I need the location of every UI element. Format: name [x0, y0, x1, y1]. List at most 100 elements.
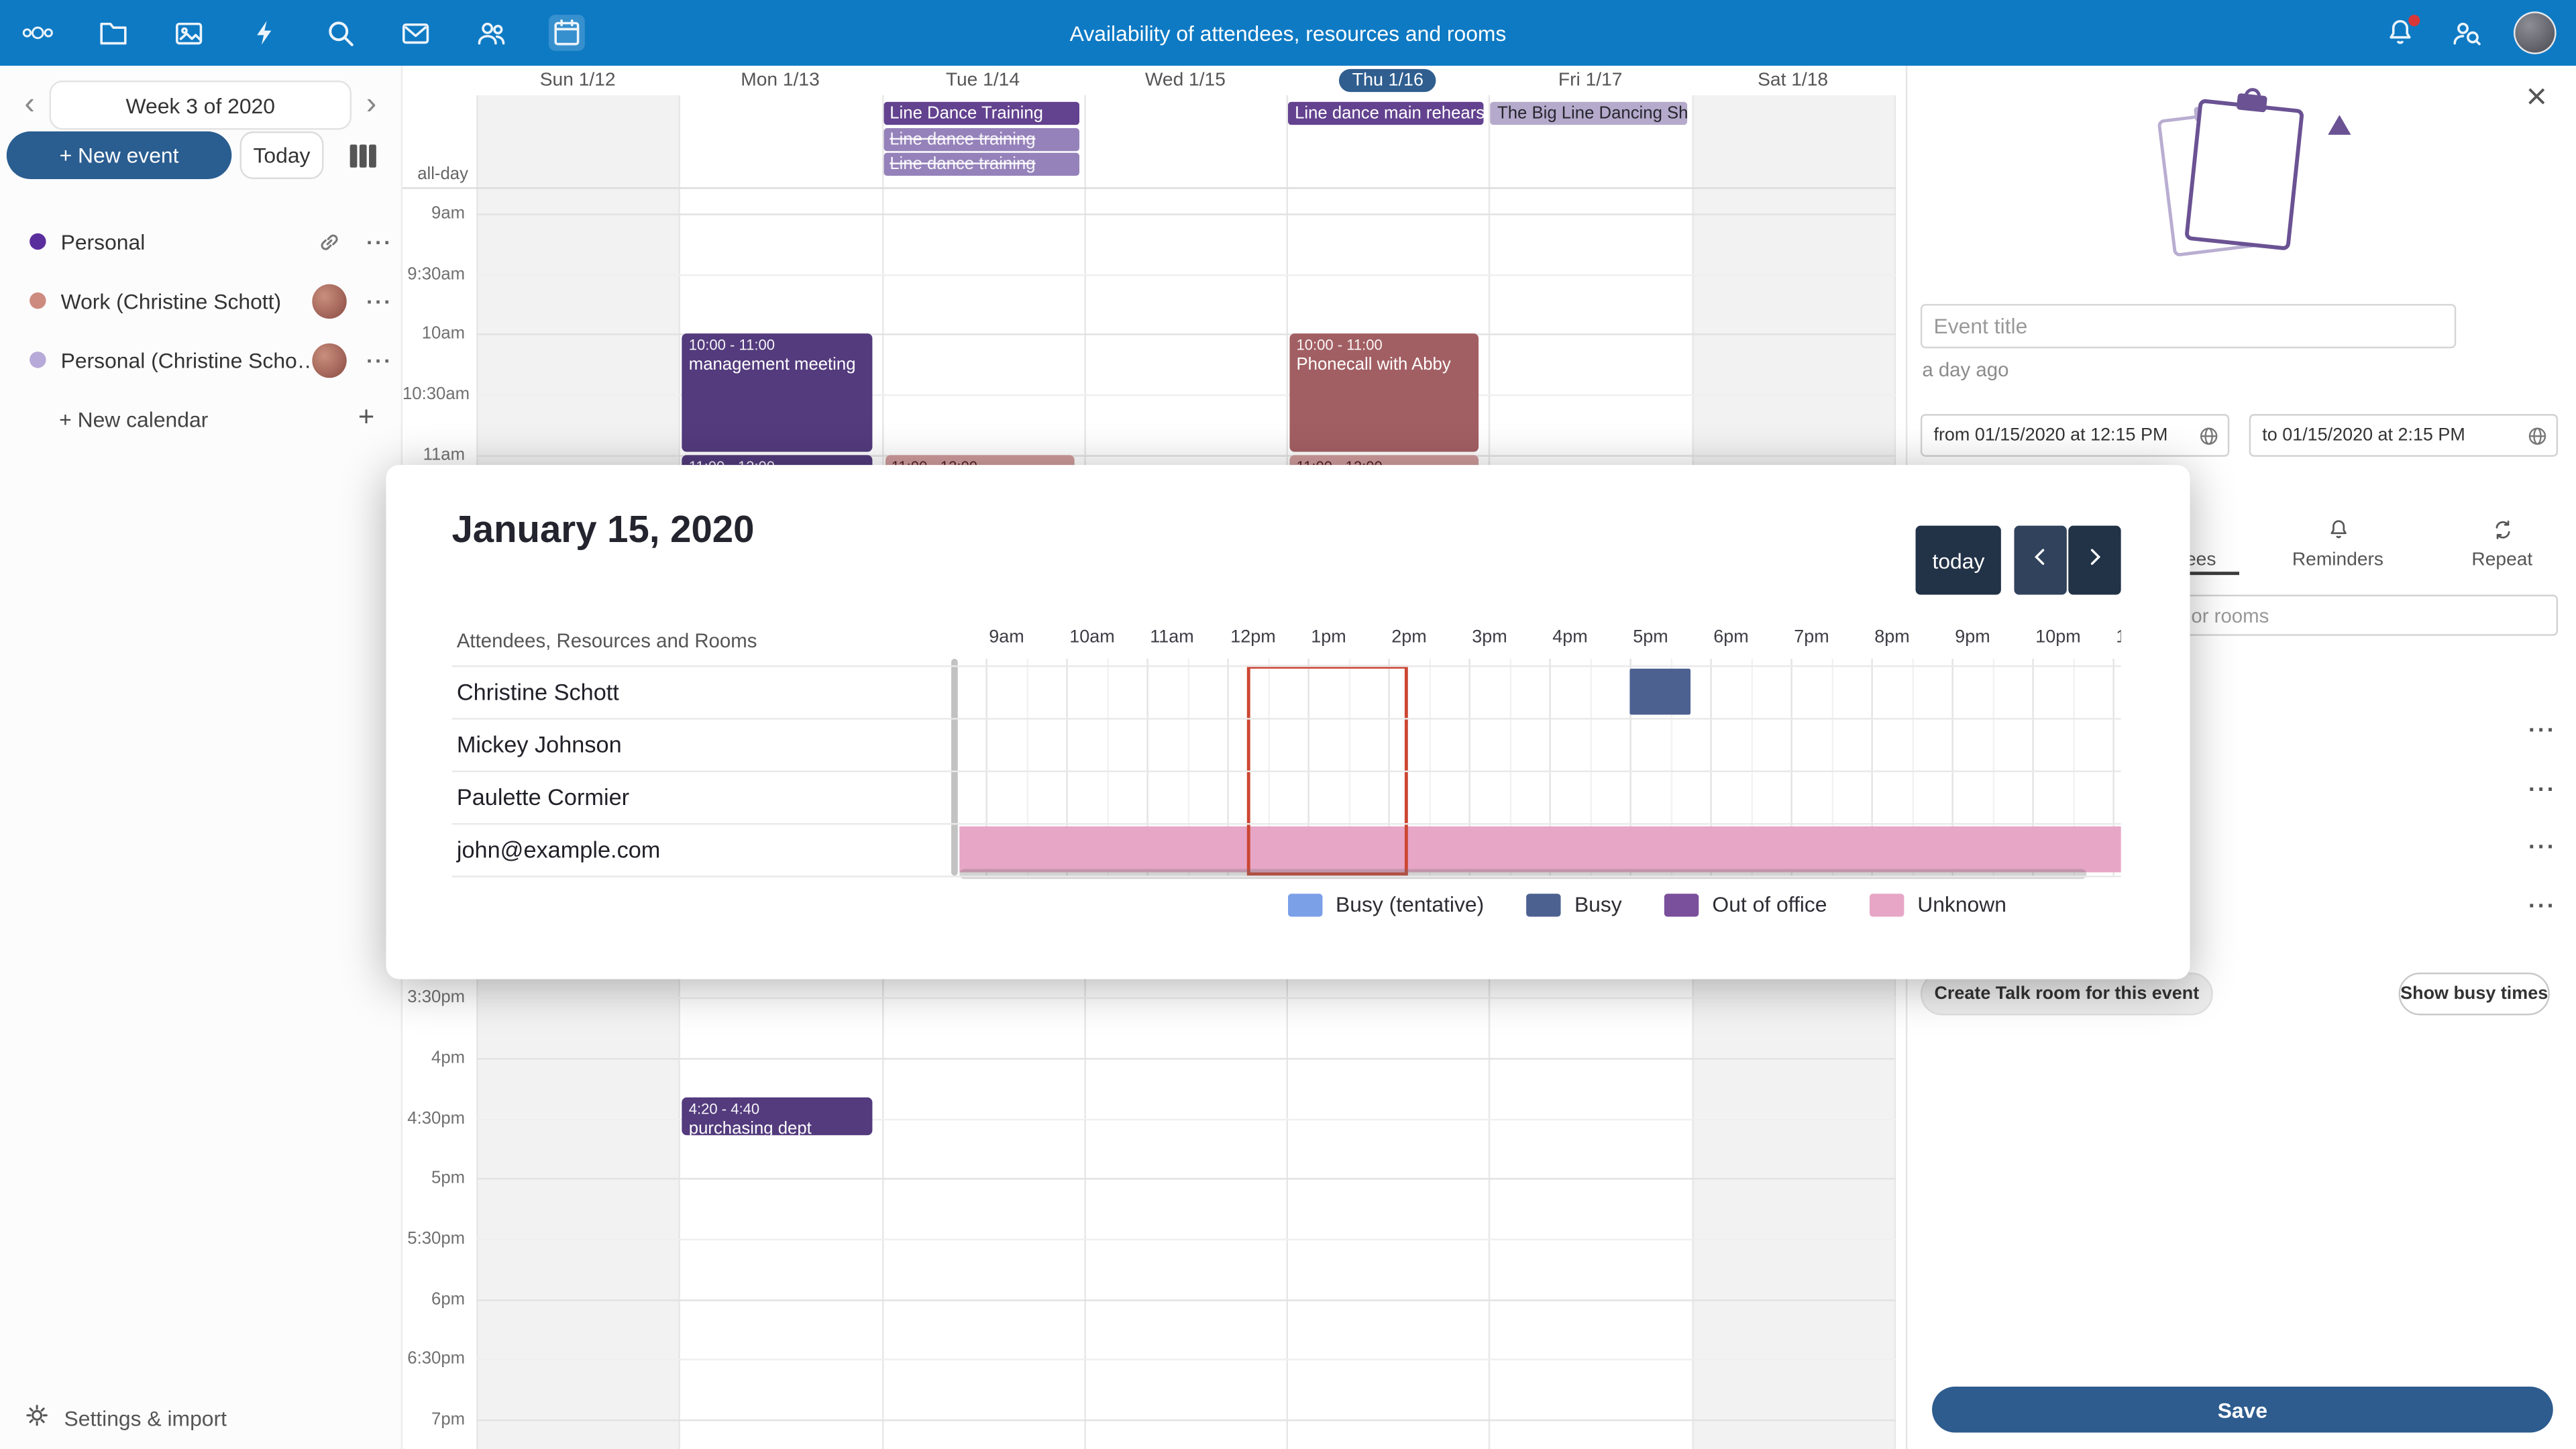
mail-icon[interactable]	[398, 15, 434, 51]
close-icon[interactable]: ×	[2526, 75, 2547, 117]
previous-week-button[interactable]: ‹	[24, 87, 35, 122]
photos-icon[interactable]	[171, 15, 207, 51]
event-time-label: 10:00 - 11:00	[1296, 337, 1383, 354]
calendar-owner-avatar	[312, 283, 347, 318]
attendee-menu-button[interactable]: ···	[2528, 775, 2557, 802]
new-calendar-button[interactable]: + New calendar	[59, 407, 209, 433]
availability-hour-label: 8pm	[1874, 627, 1910, 647]
availability-grid-line	[1348, 659, 1350, 876]
time-label: 4:30pm	[407, 1108, 466, 1128]
editor-tabs: AttendeesRemindersRepeat	[2092, 513, 2576, 576]
allday-event[interactable]: Line dance main rehearsal	[1288, 101, 1485, 125]
availability-grid-line	[1066, 659, 1068, 876]
availability-grid-line	[2032, 659, 2034, 876]
contacts-search-icon[interactable]	[2448, 15, 2484, 51]
calendar-item-menu[interactable]: ···	[366, 229, 393, 254]
search-icon[interactable]	[322, 15, 358, 51]
allday-event[interactable]: Line Dance Training	[883, 101, 1079, 125]
calendar-item-1[interactable]: Work (Christine Schott) ···	[0, 271, 401, 330]
activity-icon[interactable]	[246, 15, 282, 51]
event-title-input[interactable]	[1920, 304, 2457, 349]
allday-event[interactable]: The Big Line Dancing Show	[1491, 101, 1687, 125]
availability-grid[interactable]: 9am 10am 11am 12pm 1pm 2pm 3pm 4pm 5pm 6pm 7pm 8pm 9…	[959, 623, 2121, 882]
grid-row-line	[476, 454, 1896, 457]
settings-import-button[interactable]: Settings & import	[23, 1401, 227, 1434]
calendar-color-dot	[30, 352, 46, 368]
nextcloud-logo[interactable]	[19, 15, 56, 51]
availability-grid-line	[1267, 659, 1269, 876]
allday-event[interactable]: Line dance training	[883, 127, 1079, 151]
attendee-menu-button[interactable]: ···	[2528, 716, 2557, 743]
week-label[interactable]: Week 3 of 2020	[49, 80, 352, 130]
plus-icon[interactable]: +	[358, 400, 375, 433]
next-week-button[interactable]: ›	[366, 87, 377, 122]
new-event-button[interactable]: + New event	[6, 131, 232, 179]
timezone-globe-icon[interactable]	[2527, 425, 2548, 447]
today-button[interactable]: Today	[239, 131, 324, 179]
avatar[interactable]	[2513, 11, 2557, 54]
create-talk-room-button[interactable]: Create Talk room for this event	[1920, 972, 2213, 1016]
grid-row-line	[476, 274, 1896, 276]
last-modified-label: a day ago	[1922, 358, 2009, 382]
next-day-button[interactable]	[2068, 525, 2121, 595]
tab-reminders[interactable]: Reminders	[2255, 513, 2420, 575]
previous-day-button[interactable]	[2014, 525, 2067, 595]
availability-table: Attendees, Resources and Rooms Christine…	[386, 623, 2121, 885]
calendar-event[interactable]: 10:00 - 11:00 Phonecall with Abby	[1289, 334, 1480, 451]
calendar-item-0[interactable]: Personal ···	[0, 212, 401, 271]
grid-row-line	[476, 1238, 1896, 1240]
legend-item: Unknown	[1870, 892, 2006, 917]
week-navigation: ‹ Week 3 of 2020 ›	[10, 79, 391, 131]
availability-grid-line	[1951, 659, 1953, 876]
attendee-menu-button[interactable]: ···	[2528, 892, 2557, 919]
share-link-icon[interactable]	[312, 224, 346, 258]
day-header-1[interactable]: Mon 1/13	[679, 66, 881, 95]
allday-event[interactable]: Line dance training	[883, 152, 1079, 176]
tab-repeat[interactable]: Repeat	[2420, 513, 2576, 575]
repeat-icon	[2489, 517, 2514, 547]
availability-hour-label: 6pm	[1713, 627, 1749, 647]
grid-row-line	[476, 213, 1896, 215]
show-busy-times-button[interactable]: Show busy times	[2398, 972, 2550, 1016]
availability-grid-line	[1831, 659, 1833, 876]
attendee-menu-button[interactable]: ···	[2528, 833, 2557, 860]
availability-grid-line	[1871, 659, 1873, 876]
event-end-input[interactable]: to 01/15/2020 at 2:15 PM	[2249, 414, 2559, 457]
day-header-3[interactable]: Wed 1/15	[1084, 66, 1287, 95]
calendar-item-2[interactable]: Personal (Christine Scho… ···	[0, 330, 401, 389]
availability-grid-line	[1146, 659, 1148, 876]
calendar-icon[interactable]	[548, 15, 585, 51]
day-header-label: Tue 1/14	[945, 70, 1020, 91]
files-icon[interactable]	[95, 15, 131, 51]
attendee-row: ···	[1921, 825, 2560, 874]
availability-grid-line	[1670, 659, 1672, 876]
notifications-icon[interactable]	[2382, 15, 2420, 51]
chevron-left-icon	[2029, 545, 2052, 576]
calendar-item-menu[interactable]: ···	[366, 288, 393, 313]
day-header-2[interactable]: Tue 1/14	[881, 66, 1084, 95]
availability-hour-label: 9pm	[1955, 627, 1990, 647]
calendar-item-menu[interactable]: ···	[366, 347, 393, 372]
table-row-separator	[451, 665, 2121, 667]
contacts-icon[interactable]	[473, 15, 509, 51]
availability-grid-line	[1992, 659, 1994, 876]
calendar-event[interactable]: 10:00 - 11:00 management meeting	[682, 334, 872, 451]
modal-today-button[interactable]: today	[1915, 525, 2001, 595]
availability-hour-label: 9am	[989, 627, 1024, 647]
availability-hour-label: 1pm	[1311, 627, 1346, 647]
horizontal-scrollbar[interactable]	[959, 869, 2087, 879]
availability-grid-line	[1549, 659, 1551, 876]
timezone-globe-icon[interactable]	[2198, 425, 2220, 447]
day-header-0[interactable]: Sun 1/12	[476, 66, 679, 95]
vertical-scrollbar[interactable]	[951, 659, 958, 876]
event-start-input[interactable]: from 01/15/2020 at 12:15 PM	[1920, 414, 2230, 457]
calendar-event[interactable]: 4:20 - 4:40 purchasing dept	[682, 1097, 872, 1136]
grid-row-line	[476, 394, 1896, 396]
grid-row-line	[476, 997, 1896, 1000]
save-button[interactable]: Save	[1932, 1386, 2553, 1433]
grid-row-line	[476, 1419, 1896, 1421]
day-header-5[interactable]: Fri 1/17	[1489, 66, 1692, 95]
day-header-4[interactable]: Thu 1/16	[1287, 66, 1489, 95]
day-header-6[interactable]: Sat 1/18	[1692, 66, 1894, 95]
view-mode-icon[interactable]	[345, 138, 381, 174]
